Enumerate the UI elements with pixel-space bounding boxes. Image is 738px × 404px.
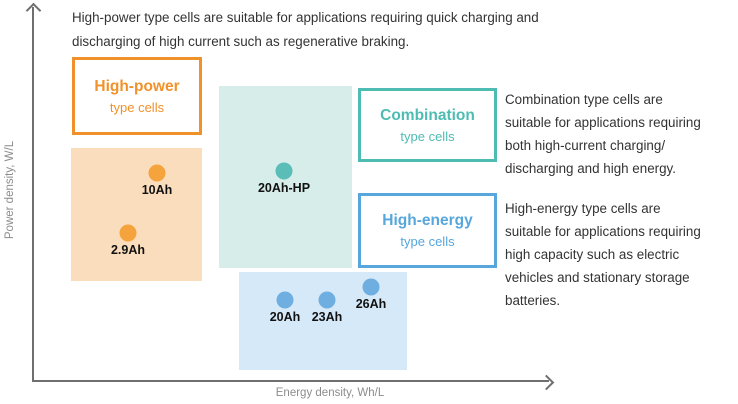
x-axis-label: Energy density, Wh/L <box>275 387 385 399</box>
legend-subtitle: type cells <box>400 234 455 249</box>
legend-subtitle: type cells <box>400 128 455 144</box>
legend-title: High-energy <box>382 212 473 229</box>
scatter-dot-icon <box>119 224 137 242</box>
legend-box-combination: Combination type cells <box>358 88 497 162</box>
y-axis-arrow-icon <box>25 2 42 19</box>
y-axis-label: Power density, W/L <box>4 140 16 240</box>
scatter-dot-icon <box>275 162 293 180</box>
scatter-dot-icon <box>276 291 294 309</box>
data-point-label: 2.9Ah <box>110 243 146 257</box>
x-axis-line <box>32 380 549 382</box>
legend-subtitle: type cells <box>109 99 165 115</box>
high-energy-description: High-energy type cells are suitable for … <box>505 201 701 308</box>
data-point-label: 10Ah <box>141 183 173 197</box>
legend-title: High-power <box>94 77 180 95</box>
legend-box-high-power: High-power type cells <box>72 57 202 135</box>
data-point-label: 20Ah <box>269 310 301 324</box>
x-axis-arrow-icon <box>538 374 555 391</box>
top-description: High-power type cells are suitable for a… <box>72 10 539 49</box>
data-point-label: 23Ah <box>311 310 343 324</box>
legend-box-high-energy: High-energy type cells <box>358 193 497 268</box>
data-point-label: 20Ah-HP <box>257 181 311 195</box>
scatter-dot-icon <box>362 278 380 296</box>
scatter-dot-icon <box>148 164 166 182</box>
data-point-label: 26Ah <box>355 297 387 311</box>
y-axis-line <box>32 7 34 382</box>
high-power-region <box>71 148 202 281</box>
legend-title: Combination <box>380 106 475 124</box>
combination-description: Combination type cells are suitable for … <box>505 92 701 176</box>
scatter-dot-icon <box>318 291 336 309</box>
